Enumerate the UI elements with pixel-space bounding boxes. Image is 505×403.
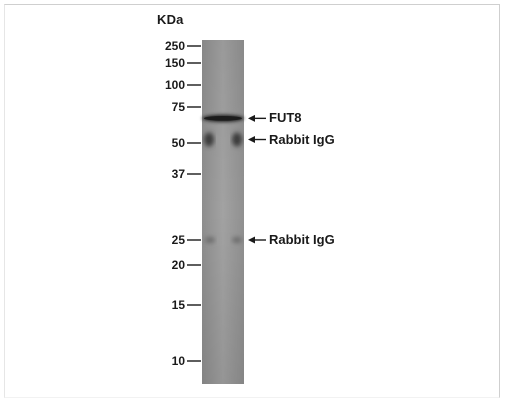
band-igg-light-right [232, 237, 242, 243]
figure-frame [4, 4, 500, 398]
unit-label: KDa [157, 12, 184, 27]
marker-label-37: 37 [171, 167, 185, 181]
band-igg-heavy-right [232, 132, 242, 147]
band-igg-light-left [205, 237, 215, 243]
arrow-head-2 [248, 236, 255, 244]
marker-label-25: 25 [171, 233, 185, 247]
arrow-head-0 [248, 114, 255, 122]
band-label-2: Rabbit IgG [269, 232, 335, 247]
band-fut8-core [204, 115, 242, 121]
band-label-0: FUT8 [269, 110, 302, 126]
arrow-head-1 [248, 136, 255, 144]
band-label-1: Rabbit IgG [269, 131, 335, 147]
marker-label-10: 10 [171, 354, 185, 368]
marker-label-250: 250 [164, 39, 185, 53]
marker-label-100: 100 [164, 78, 185, 92]
blot-lane-shading [202, 40, 244, 384]
band-igg-heavy-left [204, 132, 214, 147]
marker-label-20: 20 [171, 258, 185, 272]
marker-label-50: 50 [171, 136, 185, 150]
marker-label-15: 15 [171, 298, 185, 312]
marker-label-150: 150 [164, 56, 185, 70]
marker-label-75: 75 [171, 100, 185, 114]
